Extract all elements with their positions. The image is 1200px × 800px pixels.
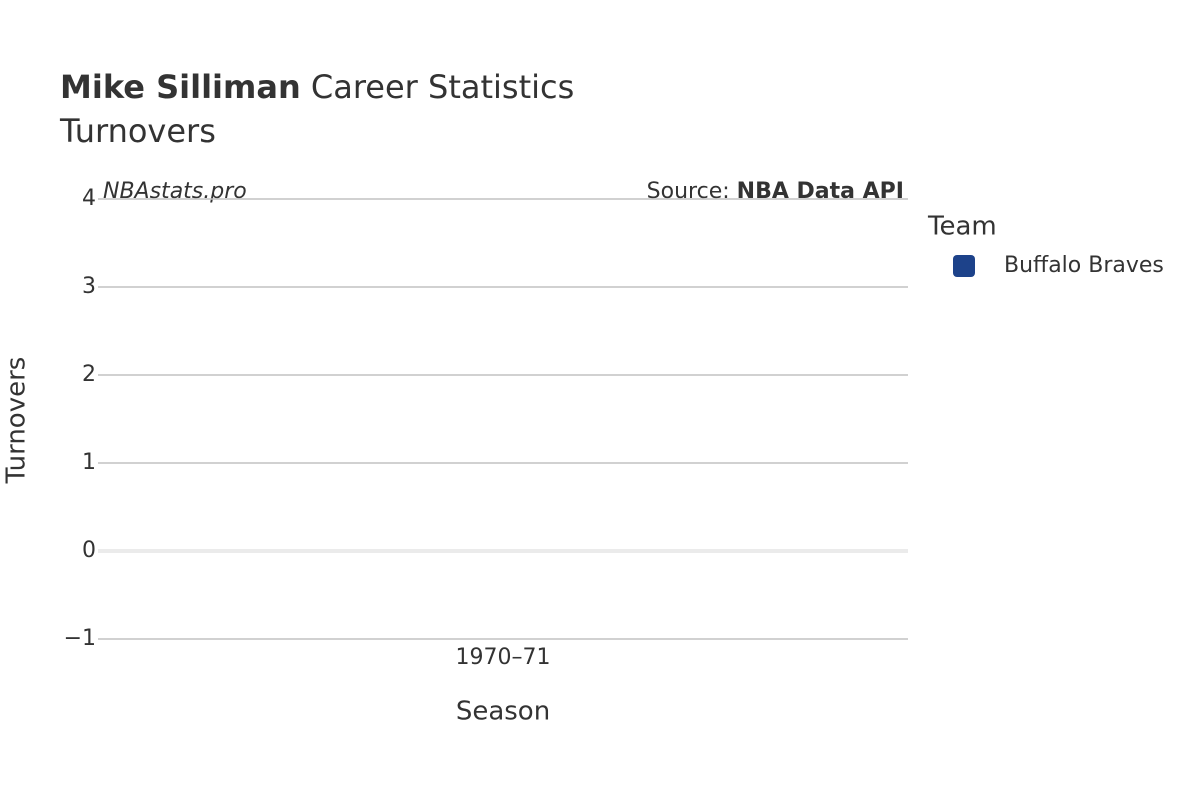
x-tick-label: 1970–71 [456,645,551,670]
title-rest: Career Statistics [311,68,574,106]
chart-subtitle: Turnovers [59,112,216,150]
legend-title: Team [927,212,997,242]
title-bold: Mike Silliman [60,68,301,106]
legend-swatch [953,255,975,277]
source: Source: NBA Data API [647,179,904,204]
y-axis-title: Turnovers [2,357,32,485]
y-tick-label: 4 [82,186,96,211]
y-tick-label: 1 [82,450,96,475]
source-name: NBA Data API [737,179,904,204]
y-tick-label: 0 [82,538,96,563]
chart-title: Mike Silliman Career Statistics [60,68,574,106]
y-tick-label: 2 [82,362,96,387]
x-axis-title: Season [456,697,550,727]
source-label: Source: [647,179,730,204]
watermark: NBAstats.pro [103,179,247,204]
y-tick-label: 3 [82,274,96,299]
legend-label: Buffalo Braves [1004,253,1164,278]
y-tick-label: −1 [64,626,96,651]
